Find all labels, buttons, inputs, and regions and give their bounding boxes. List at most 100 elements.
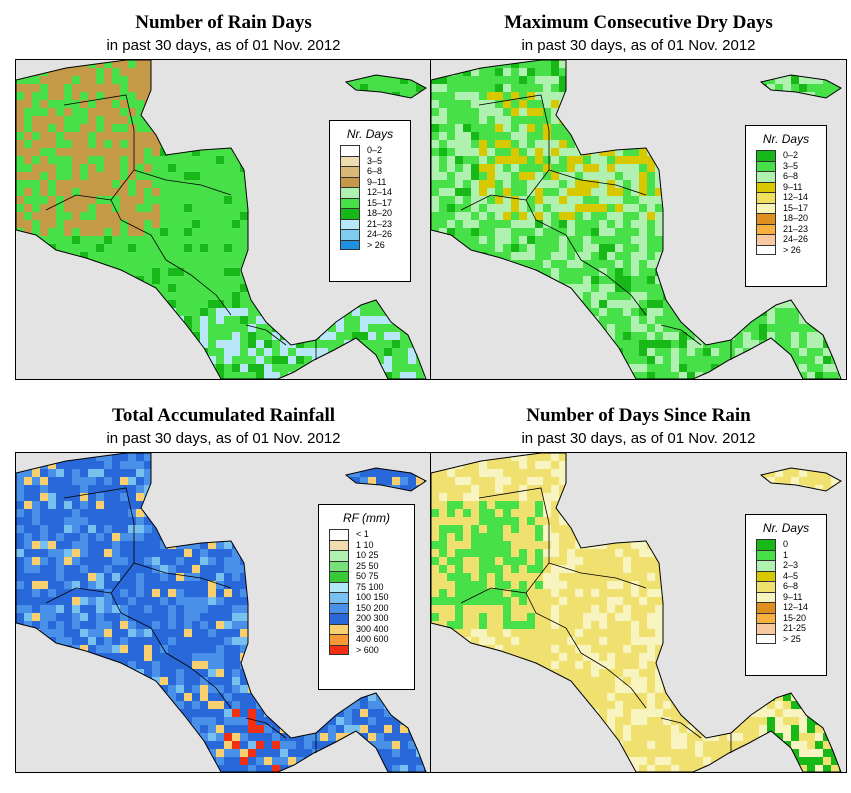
panel-total-rainfall: Total Accumulated Rainfall in past 30 da…: [15, 405, 432, 785]
legend-item: 300 400: [329, 623, 414, 634]
panel-subtitle: in past 30 days, as of 01 Nov. 2012: [521, 37, 756, 54]
panel-title: Number of Rain Days: [135, 12, 312, 33]
legend-item: 1 10: [329, 539, 414, 550]
legend-title: RF (mm): [342, 511, 391, 525]
legend-label: 10 25: [356, 550, 379, 561]
map-rain-days: [15, 59, 432, 380]
legend-item: 6–8: [756, 581, 826, 592]
legend-item: 150 200: [329, 602, 414, 613]
legend-item: 3–5: [756, 160, 826, 171]
legend-label: 6–8: [783, 581, 799, 592]
legend-swatch: [756, 234, 776, 245]
legend-swatch: [756, 549, 776, 560]
panel-title: Maximum Consecutive Dry Days: [504, 12, 773, 33]
legend-swatch: [340, 239, 360, 250]
legend-label: 21–23: [367, 218, 393, 229]
country-border: [460, 562, 550, 604]
legend-label: 15–17: [367, 197, 393, 208]
legend-swatch: [340, 218, 360, 229]
country-border: [460, 169, 550, 211]
legend-item: 9–11: [340, 176, 410, 187]
country-border: [660, 324, 702, 346]
legend-swatch: [340, 208, 360, 219]
legend-label: 18–20: [367, 208, 393, 219]
legend-item: < 1: [329, 529, 414, 540]
legend-item: 24–26: [340, 229, 410, 240]
legend-item: 9–11: [756, 591, 826, 602]
legend-label: 0–2: [367, 145, 383, 156]
coastline: [344, 467, 427, 492]
legend-swatch: [340, 229, 360, 240]
coastline: [16, 60, 427, 379]
legend-label: 300 400: [356, 623, 389, 634]
country-border: [245, 717, 287, 739]
legend-item: 15–17: [340, 197, 410, 208]
legend-label: 25 50: [356, 560, 379, 571]
legend-title: Nr. Days: [346, 127, 394, 141]
legend-item: 400 600: [329, 634, 414, 645]
legend-label: 24–26: [783, 234, 809, 245]
legend-swatch: [329, 529, 349, 540]
country-border: [45, 562, 135, 604]
legend-swatch: [756, 633, 776, 644]
legend-label: 1: [783, 549, 789, 560]
legend-swatch: [329, 571, 349, 582]
legend-item: > 600: [329, 644, 414, 655]
legend-swatch: [340, 197, 360, 208]
legend-item: > 26: [756, 244, 826, 255]
legend-items: 0–2 3–5 6–8 9–11 12–14 15–17 18–20 21–23 24–26 > …: [330, 145, 410, 250]
legend-swatch: [329, 581, 349, 592]
legend-swatch: [329, 539, 349, 550]
legend-item: 100 150: [329, 592, 414, 603]
legend-item: 10 25: [329, 550, 414, 561]
legend-label: < 1: [356, 529, 369, 540]
legend-item: 12–14: [756, 602, 826, 613]
coastline: [431, 453, 842, 772]
country-border: [165, 652, 232, 709]
legend-label: 100 150: [356, 592, 389, 603]
legend-item: 9–11: [756, 181, 826, 192]
country-border: [133, 169, 232, 196]
legend-swatch: [756, 560, 776, 571]
coastline: [759, 74, 842, 99]
legend-label: 1 10: [356, 539, 374, 550]
legend-label: 18–20: [783, 213, 809, 224]
legend-item: 75 100: [329, 581, 414, 592]
legend-label: 0–2: [783, 150, 799, 161]
panel-title: Total Accumulated Rainfall: [111, 405, 336, 426]
legend-item: 0–2: [340, 145, 410, 156]
legend-label: > 600: [356, 644, 379, 655]
legend-item: 15-20: [756, 612, 826, 623]
panel-days-since-rain: Number of Days Since Rain in past 30 day…: [430, 405, 847, 785]
legend-label: 21-25: [783, 623, 807, 634]
legend-swatch: [756, 171, 776, 182]
country-border: [165, 259, 232, 316]
legend-swatch: [756, 244, 776, 255]
legend-label: 21–23: [783, 223, 809, 234]
country-border: [580, 259, 647, 316]
legend-swatch: [329, 644, 349, 655]
country-border: [63, 94, 135, 170]
legend-label: 12–14: [783, 192, 809, 203]
legend-label: 50 75: [356, 571, 379, 582]
legend-label: > 26: [783, 244, 801, 255]
legend-swatch: [756, 612, 776, 623]
legend-swatch: [756, 570, 776, 581]
country-border: [45, 169, 135, 211]
legend-swatch: [329, 550, 349, 561]
legend-item: 6–8: [756, 171, 826, 182]
legend-label: 2–3: [783, 560, 799, 571]
legend-swatch: [756, 192, 776, 203]
legend-title: Nr. Days: [762, 132, 810, 146]
legend-label: 9–11: [783, 591, 803, 602]
legend-item: 2–3: [756, 560, 826, 571]
legend-item: 12–14: [756, 192, 826, 203]
legend-swatch: [756, 602, 776, 613]
legend-items: 0–2 3–5 6–8 9–11 12–14 15–17 18–20 21–23 24–26 > …: [746, 150, 826, 255]
legend-item: 6–8: [340, 166, 410, 177]
country-border: [525, 592, 582, 654]
legend-label: > 26: [367, 239, 385, 250]
panel-dry-days: Maximum Consecutive Dry Days in past 30 …: [430, 12, 847, 392]
coastline: [759, 467, 842, 492]
